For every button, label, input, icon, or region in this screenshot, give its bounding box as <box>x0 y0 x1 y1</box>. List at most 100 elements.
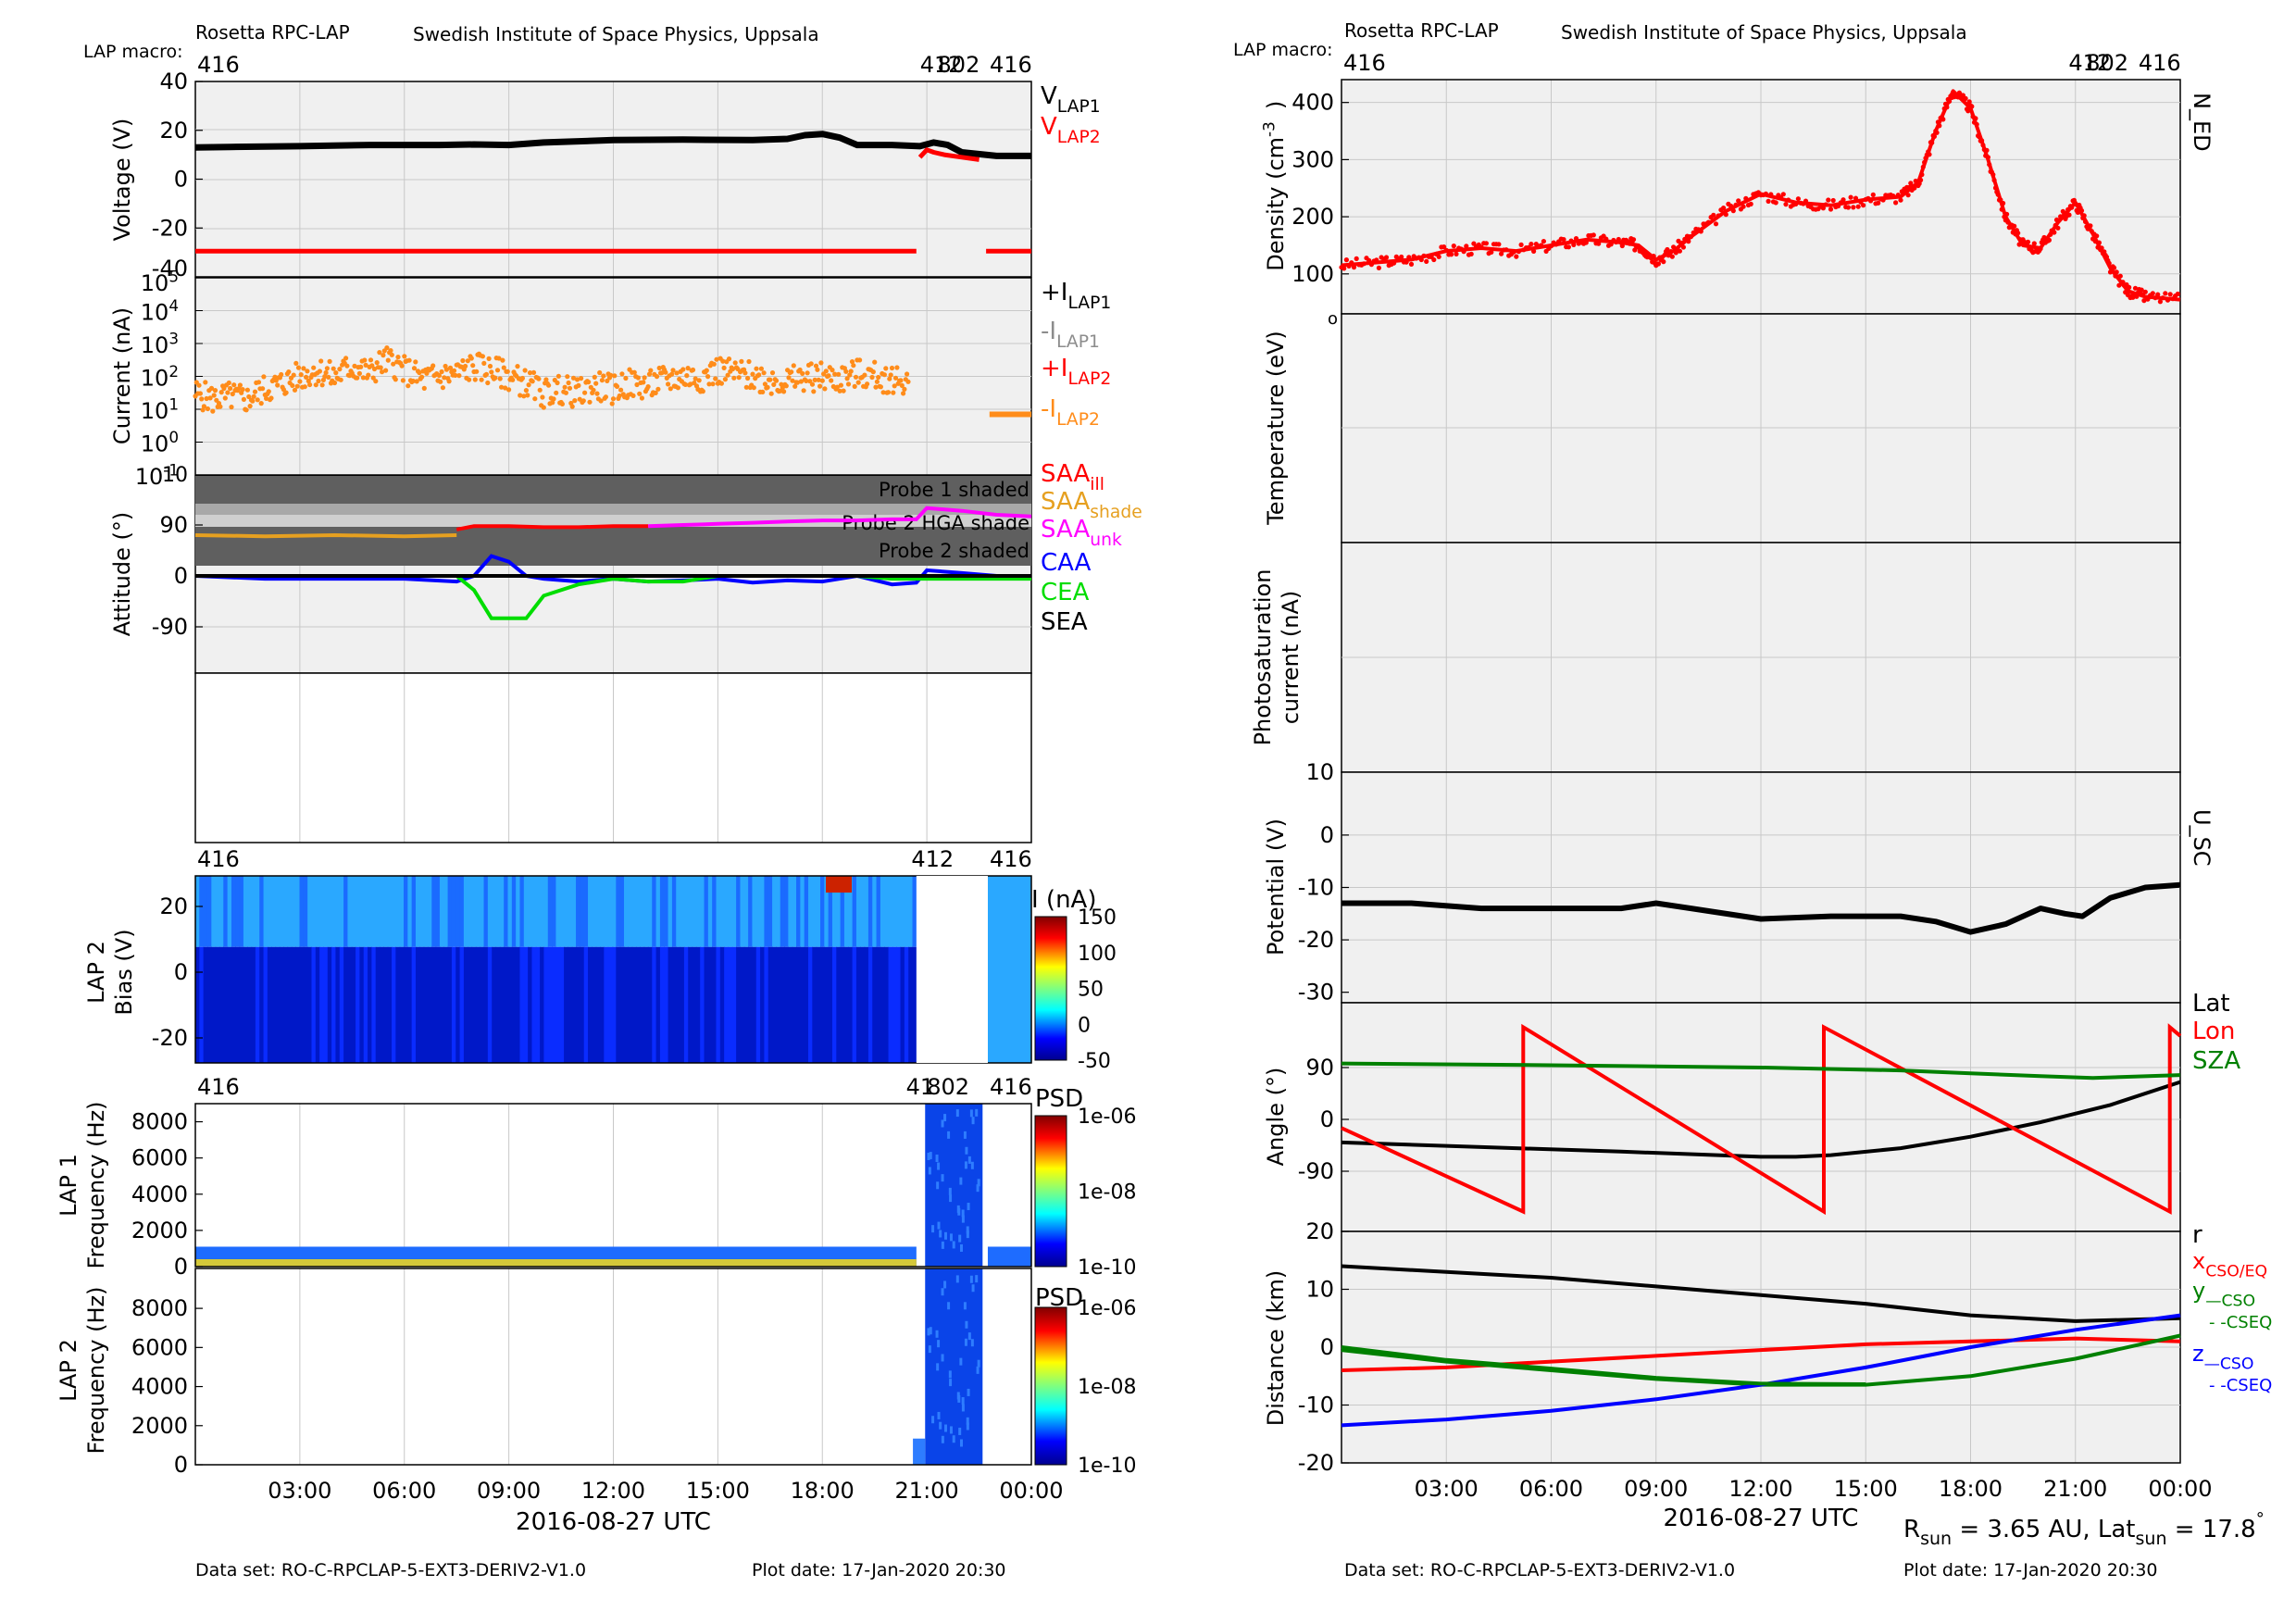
current-ilap2-point <box>510 377 516 382</box>
lap1-psd-speckle <box>967 1203 970 1211</box>
lap1-psd-speckle <box>955 1109 959 1118</box>
current-ilap2-point <box>551 396 556 402</box>
lap2-psd-speckle <box>967 1332 971 1341</box>
density-ned-point <box>1341 266 1347 271</box>
current-ilap2-point <box>255 397 260 403</box>
current-ilap2-point <box>406 357 412 363</box>
bias-cell <box>319 946 325 1063</box>
bias-cell <box>707 876 713 947</box>
distance-ylabel: Distance (km) <box>1263 1270 1289 1427</box>
current-ilap2-point <box>773 378 780 383</box>
density-ned-point <box>1851 205 1856 210</box>
bias-cell <box>788 946 793 1063</box>
lap1-psd-cells <box>195 1104 1031 1267</box>
current-ilap2-point <box>574 377 580 382</box>
current-ilap2-point <box>619 371 625 377</box>
current-ilap2-point <box>714 356 719 362</box>
bias-cell <box>876 946 881 1063</box>
current-ilap2-point <box>812 377 817 382</box>
current-ilap2-point <box>247 404 253 409</box>
bias-cell <box>247 946 253 1063</box>
legend-lat: Lat <box>2192 990 2230 1018</box>
bias-cell <box>831 946 837 1063</box>
legend-caa: CAA <box>1041 549 1092 577</box>
bias-cell <box>604 876 609 947</box>
bias-cell <box>884 946 890 1063</box>
current-ilap2-point <box>414 379 419 384</box>
current-ilap2-point <box>279 371 284 378</box>
bias-cell <box>499 876 505 947</box>
bias-cell <box>323 876 329 947</box>
bias-cell <box>595 946 601 1063</box>
density-ned-point <box>2130 294 2136 300</box>
photosat-ylabel-line2: current (nA) <box>1278 591 1304 725</box>
current-ilap2-point <box>230 391 235 397</box>
bias-cell <box>235 876 241 947</box>
bias-ytick-label: -20 <box>152 1025 188 1051</box>
lap1-psd-speckle <box>939 1230 942 1238</box>
bias-cell <box>564 876 568 947</box>
bias-cell <box>323 946 329 1063</box>
lap1-psd-frame <box>194 1103 1032 1268</box>
current-ilap2-point <box>722 377 729 382</box>
current-ilap2-point <box>720 358 726 364</box>
current-ilap2-point <box>430 363 436 369</box>
current-ilap2-point <box>286 369 292 375</box>
current-ytick-label: 103 <box>141 329 179 358</box>
current-ilap2-point <box>302 384 307 390</box>
bias-cell <box>904 876 909 947</box>
current-ilap2-point <box>605 378 610 383</box>
bias-cell <box>375 946 381 1063</box>
current-ilap2-point <box>451 368 457 373</box>
bias-cell <box>215 876 220 947</box>
bias-cell <box>824 946 830 1063</box>
lap1-macro-label: 802 <box>927 1074 969 1100</box>
bias-cell <box>848 946 854 1063</box>
bias-cell <box>223 946 229 1063</box>
bias-cell <box>728 946 733 1063</box>
bias-cell <box>427 946 432 1063</box>
current-ilap2-point <box>212 388 218 394</box>
bias-cell <box>327 876 332 947</box>
current-ilap2-point <box>532 396 538 402</box>
current-ilap2-point <box>742 370 748 376</box>
bias-cell <box>752 876 757 947</box>
current-ilap2-point <box>537 387 543 393</box>
lap2-psd-ytick-label: 6000 <box>131 1334 188 1360</box>
lap2-psd-speckle <box>937 1411 941 1419</box>
right-xtick-label: 12:00 <box>1728 1476 1792 1502</box>
current-ilap2-point <box>572 398 578 404</box>
attitude-shade-probe1 <box>195 476 1031 504</box>
voltage-ytick-label: 20 <box>159 118 188 144</box>
bias-cell <box>816 876 821 947</box>
bias-cell <box>331 876 337 947</box>
bias-cell <box>243 876 248 947</box>
current-ilap2-point <box>790 378 795 383</box>
current-ilap2-point <box>754 366 759 371</box>
bias-cell <box>607 876 613 947</box>
current-ilap2-point <box>819 378 825 383</box>
bias-cell <box>468 876 473 947</box>
current-ilap2-point <box>645 384 651 390</box>
density-ned-point <box>2157 299 2163 305</box>
current-ilap2-point <box>399 363 405 369</box>
current-ilap2-point <box>851 363 856 369</box>
bias-colorbar-tick-label: 150 <box>1078 906 1117 930</box>
lap2-psd-speckle <box>931 1416 935 1424</box>
current-ilap2-point <box>305 369 310 374</box>
current-ytick-label: 101 <box>141 394 179 424</box>
current-ilap2-point <box>244 387 250 393</box>
bias-cell <box>283 876 289 947</box>
current-ilap2-point <box>554 390 559 395</box>
bias-cell <box>307 876 313 947</box>
bias-cell <box>495 876 501 947</box>
current-ilap2-point <box>809 381 816 387</box>
current-ilap2-point <box>837 388 842 394</box>
current-ilap2-point <box>653 390 658 395</box>
current-ilap2-point <box>848 369 854 374</box>
bias-cell <box>828 946 833 1063</box>
legend-x: xCSO/EQ <box>2192 1248 2267 1280</box>
lap1-psd-speckle <box>966 1230 969 1239</box>
bias-cell <box>776 946 781 1063</box>
bias-cell <box>359 876 365 947</box>
